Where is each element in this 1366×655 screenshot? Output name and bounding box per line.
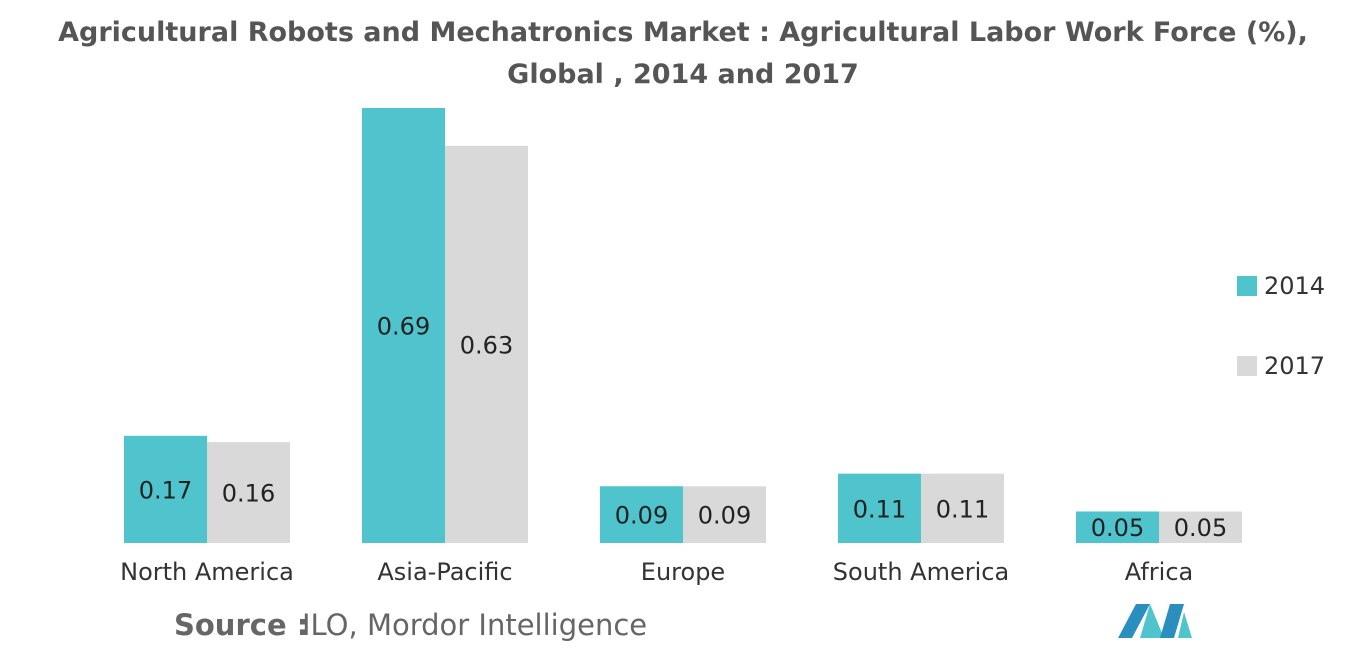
- bar: [124, 435, 207, 543]
- bar: [838, 473, 921, 543]
- value-label: 0.05: [1091, 514, 1144, 542]
- x-tick-label: Africa: [1125, 558, 1193, 586]
- value-label: 0.09: [698, 502, 751, 530]
- x-tick-label: North America: [120, 558, 294, 586]
- value-label: 0.05: [1174, 514, 1227, 542]
- value-label: 0.69: [377, 313, 430, 341]
- bar: [362, 108, 445, 543]
- value-label: 0.11: [853, 495, 906, 523]
- value-label: 0.09: [615, 502, 668, 530]
- x-tick-label: Europe: [641, 558, 725, 586]
- bar: [207, 442, 290, 543]
- legend-swatch: [1237, 356, 1257, 376]
- bar: [1076, 511, 1159, 543]
- bar: [600, 486, 683, 543]
- bar: [1159, 511, 1242, 543]
- bar: [921, 473, 1004, 543]
- value-label: 0.16: [222, 480, 275, 508]
- x-tick-label: Asia-Pacific: [377, 558, 512, 586]
- chart-title: Agricultural Robots and Mechatronics Mar…: [58, 17, 1308, 90]
- value-label: 0.17: [139, 476, 192, 504]
- legend-swatch: [1237, 276, 1257, 296]
- legend-label: 2014: [1264, 272, 1325, 300]
- x-tick-label: South America: [833, 558, 1009, 586]
- logo: [1118, 604, 1192, 638]
- legend-label: 2017: [1264, 352, 1325, 380]
- value-label: 0.63: [460, 331, 513, 359]
- bar: [683, 486, 766, 543]
- value-label: 0.11: [936, 495, 989, 523]
- source-text: ILO, Mordor Intelligence: [302, 608, 647, 642]
- source-label: Source :: [174, 608, 308, 642]
- bar: [445, 145, 528, 543]
